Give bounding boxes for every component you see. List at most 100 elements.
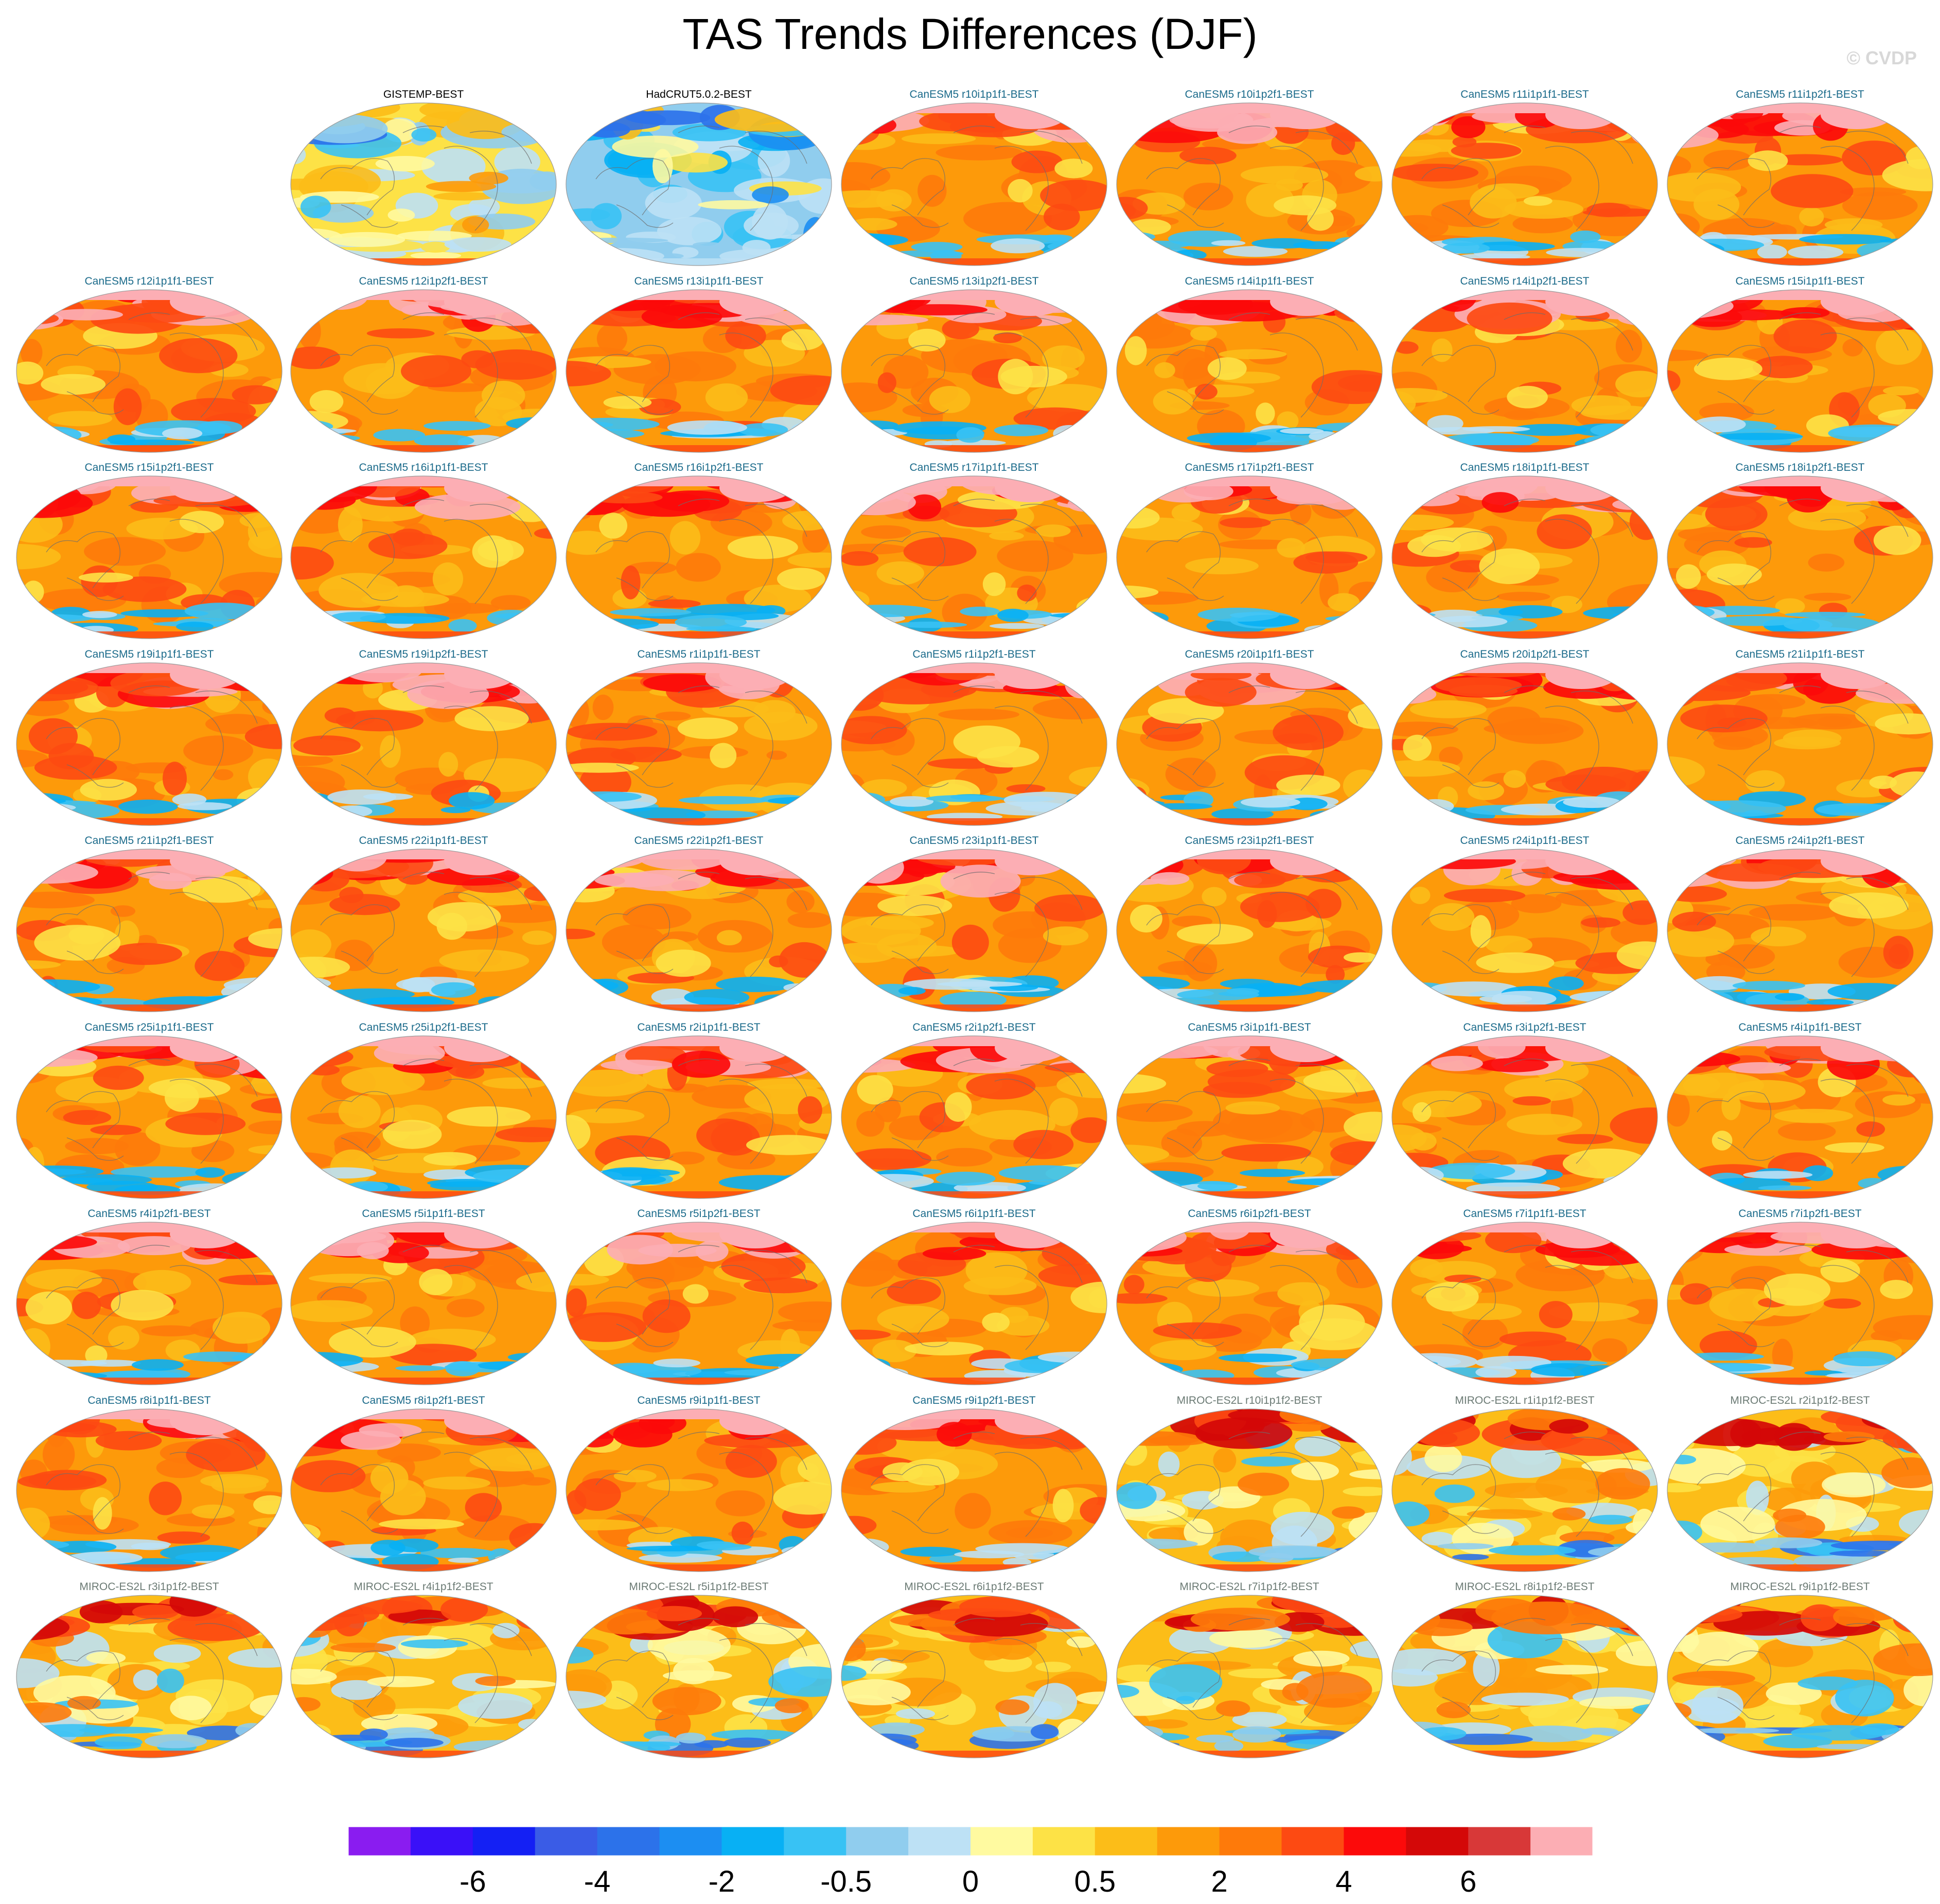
panel-title: CanESM5 r24i1p2f1-BEST — [1735, 835, 1865, 847]
panel-title: MIROC-ES2L r4i1p1f2-BEST — [354, 1581, 493, 1593]
map-panel: CanESM5 r18i1p1f1-BEST — [1387, 462, 1663, 648]
map-panel: MIROC-ES2L r4i1p1f2-BEST — [286, 1581, 561, 1767]
trend-map — [1667, 102, 1933, 266]
panel-title: CanESM5 r3i1p2f1-BEST — [1463, 1021, 1586, 1033]
panel-title: CanESM5 r22i1p1f1-BEST — [359, 835, 488, 847]
panel-title: CanESM5 r4i1p2f1-BEST — [87, 1208, 211, 1220]
panel-title: CanESM5 r2i1p2f1-BEST — [912, 1021, 1036, 1033]
map-panel: CanESM5 r13i1p1f1-BEST — [561, 275, 837, 462]
colorbar-swatch — [410, 1827, 473, 1856]
panel-title: CanESM5 r13i1p1f1-BEST — [634, 275, 764, 287]
trend-map — [290, 1035, 557, 1199]
trend-map — [290, 662, 557, 826]
panel-title: CanESM5 r6i1p1f1-BEST — [912, 1208, 1036, 1220]
panel-title: CanESM5 r20i1p2f1-BEST — [1460, 648, 1590, 660]
map-panel: CanESM5 r19i1p2f1-BEST — [286, 648, 561, 835]
trend-map — [1116, 102, 1383, 266]
panel-title: CanESM5 r16i1p1f1-BEST — [359, 462, 488, 473]
colorbar-swatch — [1530, 1827, 1593, 1856]
panel-title: MIROC-ES2L r7i1p1f2-BEST — [1179, 1581, 1319, 1593]
map-panel: CanESM5 r20i1p2f1-BEST — [1387, 648, 1663, 835]
map-panel: CanESM5 r10i1p1f1-BEST — [836, 89, 1112, 275]
colorbar-tick-label: -6 — [460, 1865, 486, 1898]
panel-title: CanESM5 r13i1p2f1-BEST — [909, 275, 1039, 287]
panel-title: CanESM5 r8i1p1f1-BEST — [87, 1395, 211, 1406]
map-panel: CanESM5 r21i1p1f1-BEST — [1662, 648, 1938, 835]
map-panel: CanESM5 r14i1p1f1-BEST — [1112, 275, 1387, 462]
panel-title: CanESM5 r7i1p1f1-BEST — [1463, 1208, 1586, 1220]
map-panel: CanESM5 r12i1p2f1-BEST — [286, 275, 561, 462]
trend-map — [1667, 1222, 1933, 1385]
panel-title: CanESM5 r22i1p2f1-BEST — [634, 835, 764, 847]
trend-map — [1667, 1035, 1933, 1199]
panel-title: CanESM5 r10i1p1f1-BEST — [909, 89, 1039, 100]
map-panel: CanESM5 r8i1p1f1-BEST — [11, 1395, 287, 1581]
map-panel: CanESM5 r23i1p1f1-BEST — [836, 835, 1112, 1021]
trend-map — [290, 289, 557, 453]
panel-title: CanESM5 r11i1p2f1-BEST — [1736, 89, 1864, 100]
panel-title: MIROC-ES2L r3i1p1f2-BEST — [79, 1581, 219, 1593]
panel-title: MIROC-ES2L r6i1p1f2-BEST — [904, 1581, 1044, 1593]
panel-title: CanESM5 r23i1p2f1-BEST — [1185, 835, 1314, 847]
colorbar-swatch — [1095, 1827, 1158, 1856]
colorbar-tick-label: 2 — [1211, 1865, 1227, 1898]
colorbar-tick-label: -2 — [709, 1865, 735, 1898]
map-panel: CanESM5 r15i1p1f1-BEST — [1662, 275, 1938, 462]
map-panel: CanESM5 r8i1p2f1-BEST — [286, 1395, 561, 1581]
trend-map — [16, 1408, 283, 1572]
map-panel: CanESM5 r23i1p2f1-BEST — [1112, 835, 1387, 1021]
trend-map — [1116, 1035, 1383, 1199]
map-panel: CanESM5 r21i1p2f1-BEST — [11, 835, 287, 1021]
trend-map — [841, 289, 1107, 453]
panel-title: CanESM5 r5i1p1f1-BEST — [362, 1208, 485, 1220]
colorbar-swatch — [535, 1827, 598, 1856]
map-panel: CanESM5 r24i1p2f1-BEST — [1662, 835, 1938, 1021]
colorbar-tick-label: 0.5 — [1074, 1865, 1116, 1898]
colorbar-swatch — [659, 1827, 722, 1856]
panel-title: CanESM5 r17i1p2f1-BEST — [1185, 462, 1314, 473]
trend-map — [566, 102, 832, 266]
trend-map — [16, 662, 283, 826]
map-panel: MIROC-ES2L r8i1p1f2-BEST — [1387, 1581, 1663, 1767]
colorbar-swatch — [846, 1827, 909, 1856]
panel-title: CanESM5 r19i1p1f1-BEST — [84, 648, 214, 660]
colorbar-swatch — [597, 1827, 660, 1856]
map-panel-grid: GISTEMP-BEST HadCRUT5.0.2-BEST CanESM5 r10… — [11, 89, 1938, 1767]
map-panel: MIROC-ES2L r6i1p1f2-BEST — [836, 1581, 1112, 1767]
map-panel: MIROC-ES2L r1i1p1f2-BEST — [1387, 1395, 1663, 1581]
panel-title: MIROC-ES2L r1i1p1f2-BEST — [1455, 1395, 1595, 1406]
trend-map — [1667, 1408, 1933, 1572]
panel-title: CanESM5 r8i1p2f1-BEST — [362, 1395, 485, 1406]
trend-map — [1116, 1595, 1383, 1758]
map-panel: GISTEMP-BEST — [286, 89, 561, 275]
colorbar-tick-label: 6 — [1460, 1865, 1476, 1898]
trend-map — [566, 1222, 832, 1385]
trend-map — [1116, 662, 1383, 826]
panel-title: CanESM5 r1i1p1f1-BEST — [637, 648, 761, 660]
panel-title: CanESM5 r15i1p2f1-BEST — [84, 462, 214, 473]
map-panel: CanESM5 r9i1p1f1-BEST — [561, 1395, 837, 1581]
trend-map — [1667, 1595, 1933, 1758]
colorbar-swatch — [1468, 1827, 1531, 1856]
map-panel: CanESM5 r6i1p2f1-BEST — [1112, 1208, 1387, 1394]
map-panel: CanESM5 r4i1p1f1-BEST — [1662, 1021, 1938, 1208]
trend-map — [841, 662, 1107, 826]
trend-map — [566, 1035, 832, 1199]
trend-map — [841, 1595, 1107, 1758]
colorbar-tick-label: -0.5 — [820, 1865, 872, 1898]
panel-title: CanESM5 r3i1p1f1-BEST — [1188, 1021, 1311, 1033]
trend-map — [566, 475, 832, 639]
figure-title: TAS Trends Differences (DJF) — [682, 10, 1258, 58]
map-panel: CanESM5 r11i1p1f1-BEST — [1387, 89, 1663, 275]
panel-title: CanESM5 r9i1p2f1-BEST — [912, 1395, 1036, 1406]
trend-map — [290, 475, 557, 639]
map-panel: MIROC-ES2L r9i1p1f2-BEST — [1662, 1581, 1938, 1767]
trend-map — [290, 1595, 557, 1758]
trend-map — [16, 1595, 283, 1758]
trend-map — [566, 849, 832, 1012]
trend-map — [841, 1408, 1107, 1572]
panel-title: CanESM5 r12i1p2f1-BEST — [359, 275, 488, 287]
trend-map — [290, 1222, 557, 1385]
trend-map — [1391, 1408, 1658, 1572]
trend-map — [1391, 289, 1658, 453]
